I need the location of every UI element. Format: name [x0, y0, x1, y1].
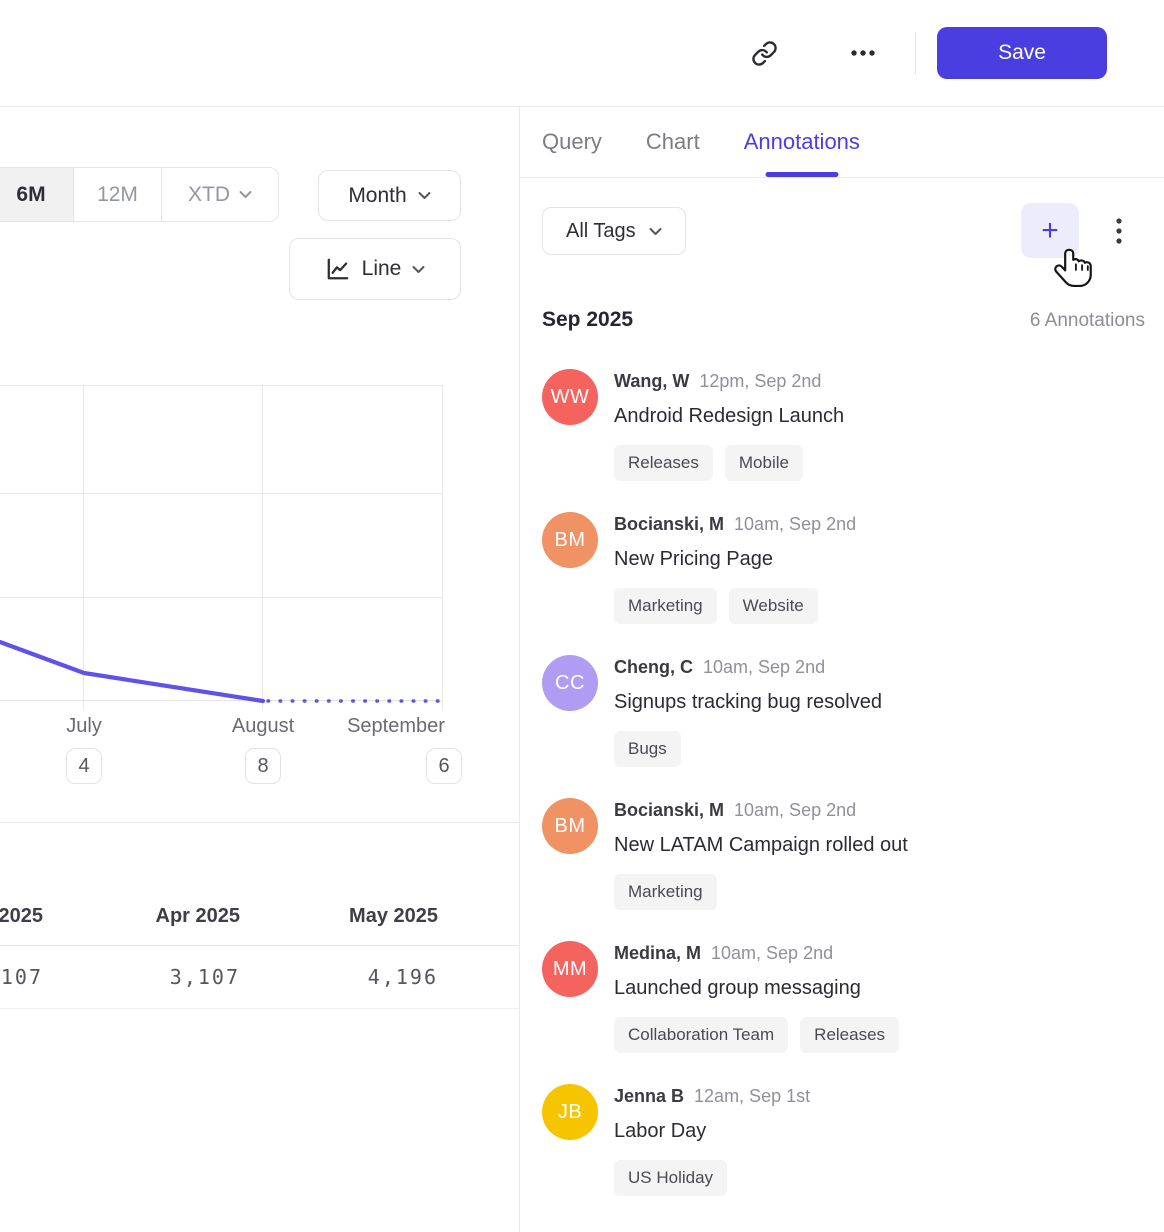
annotation-tag: Marketing [614, 874, 717, 910]
table-cell: 3,107 [169, 965, 240, 989]
annotation-list: WW Wang, W 12pm, Sep 2nd Android Redesig… [520, 369, 1164, 1196]
link-icon [751, 40, 778, 67]
annotation-title: New LATAM Campaign rolled out [614, 834, 908, 856]
chevron-down-icon [649, 227, 662, 236]
chevron-down-icon [412, 265, 425, 274]
x-axis-label: September [347, 715, 445, 737]
annotations-panel: Query Chart Annotations All Tags + [520, 107, 1164, 1232]
annotation-time: 10am, Sep 2nd [734, 800, 857, 820]
annotation-author: Wang, W [614, 371, 690, 391]
chart-type-dropdown[interactable]: Line [289, 238, 461, 300]
annotation-title: New Pricing Page [614, 548, 773, 570]
chevron-down-icon [418, 191, 431, 200]
chart-panel: 6M 12M XTD Month Line [0, 107, 520, 1232]
range-6m-button[interactable]: 6M [0, 168, 73, 221]
tab-query[interactable]: Query [542, 107, 602, 177]
annotation-author: Bocianski, M [614, 514, 725, 534]
x-axis-label: August [231, 715, 295, 737]
avatar: BM [542, 798, 598, 854]
line-chart-icon [325, 256, 351, 282]
annotation-item[interactable]: CC Cheng, C 10am, Sep 2nd Signups tracki… [542, 655, 1145, 767]
table-row: 107 3,107 4,196 [0, 946, 519, 1009]
x-axis-label: July [66, 715, 102, 737]
add-annotation-button[interactable]: + [1021, 203, 1079, 258]
annotation-author: Cheng, C [614, 657, 693, 677]
group-month-label: Sep 2025 [542, 308, 634, 331]
annotation-count-badge[interactable]: 6 [426, 748, 462, 784]
annotation-author: Jenna B [614, 1086, 685, 1106]
panel-tabs: Query Chart Annotations [520, 107, 1164, 178]
annotation-title: Android Redesign Launch [614, 405, 845, 427]
plus-icon: + [1041, 213, 1059, 247]
chevron-down-icon [239, 190, 252, 199]
save-button[interactable]: Save [937, 27, 1107, 79]
table-column-header: Apr 2025 [155, 905, 241, 927]
group-count-label: 6 Annotations [1029, 310, 1145, 331]
tab-annotations[interactable]: Annotations [744, 107, 860, 177]
topbar: Save [0, 0, 1164, 107]
ellipsis-icon [850, 49, 876, 57]
annotation-tag: Collaboration Team [614, 1017, 789, 1053]
table-column-header: May 2025 [349, 905, 438, 927]
annotation-item[interactable]: BM Bocianski, M 10am, Sep 2nd New LATAM … [542, 798, 1145, 910]
table-cell: 4,196 [367, 965, 438, 989]
avatar: JB [542, 1084, 598, 1140]
annotation-item[interactable]: BM Bocianski, M 10am, Sep 2nd New Pricin… [542, 512, 1145, 624]
granularity-dropdown[interactable]: Month [318, 170, 461, 221]
annotation-tag: Releases [800, 1017, 900, 1053]
range-xtd-button[interactable]: XTD [161, 168, 278, 221]
table-column-header: 2025 [0, 905, 43, 927]
avatar: BM [542, 512, 598, 568]
avatar: WW [542, 369, 598, 425]
avatar: CC [542, 655, 598, 711]
annotation-tag: Marketing [614, 588, 717, 624]
chart-canvas [0, 385, 443, 710]
table-cell: 107 [0, 965, 43, 989]
annotation-count-badge[interactable]: 8 [245, 748, 281, 784]
annotation-author: Medina, M [614, 943, 702, 963]
annotations-menu-button[interactable] [1108, 214, 1130, 248]
range-12m-button[interactable]: 12M [73, 168, 161, 221]
annotation-time: 12am, Sep 1st [694, 1086, 811, 1106]
tab-chart[interactable]: Chart [646, 107, 700, 177]
annotation-item[interactable]: MM Medina, M 10am, Sep 2nd Launched grou… [542, 941, 1145, 1053]
annotation-tag: Releases [614, 445, 713, 481]
line-chart: July August September 4 8 6 [0, 385, 519, 784]
annotation-group-header: Sep 2025 6 Annotations [520, 308, 1164, 332]
annotation-author: Bocianski, M [614, 800, 725, 820]
results-table: 2025 Apr 2025 May 2025 107 3,107 4,196 [0, 822, 519, 1009]
annotation-title: Labor Day [614, 1120, 707, 1142]
annotation-count-badge[interactable]: 4 [66, 748, 102, 784]
annotation-title: Launched group messaging [614, 977, 861, 999]
annotation-item[interactable]: JB Jenna B 12am, Sep 1st Labor Day US Ho… [542, 1084, 1145, 1196]
annotation-tag: Bugs [614, 731, 681, 767]
copy-link-button[interactable] [742, 31, 786, 75]
table-header-row: 2025 Apr 2025 May 2025 [0, 823, 519, 946]
topbar-divider [915, 32, 916, 74]
kebab-icon [1115, 217, 1123, 245]
more-options-button[interactable] [841, 31, 885, 75]
annotation-time: 12pm, Sep 2nd [699, 371, 822, 391]
annotation-tag: Mobile [724, 445, 803, 481]
annotation-title: Signups tracking bug resolved [614, 691, 882, 713]
annotations-toolbar: All Tags + [520, 178, 1164, 258]
annotation-tag: US Holiday [614, 1160, 728, 1196]
annotation-time: 10am, Sep 2nd [734, 514, 857, 534]
tag-filter-dropdown[interactable]: All Tags [542, 207, 686, 255]
avatar: MM [542, 941, 598, 997]
date-range-group: 6M 12M XTD [0, 167, 279, 222]
annotation-time: 10am, Sep 2nd [711, 943, 834, 963]
annotation-tag: Website [728, 588, 818, 624]
annotation-time: 10am, Sep 2nd [703, 657, 826, 677]
annotation-item[interactable]: WW Wang, W 12pm, Sep 2nd Android Redesig… [542, 369, 1145, 481]
chart-line-solid [0, 639, 266, 704]
